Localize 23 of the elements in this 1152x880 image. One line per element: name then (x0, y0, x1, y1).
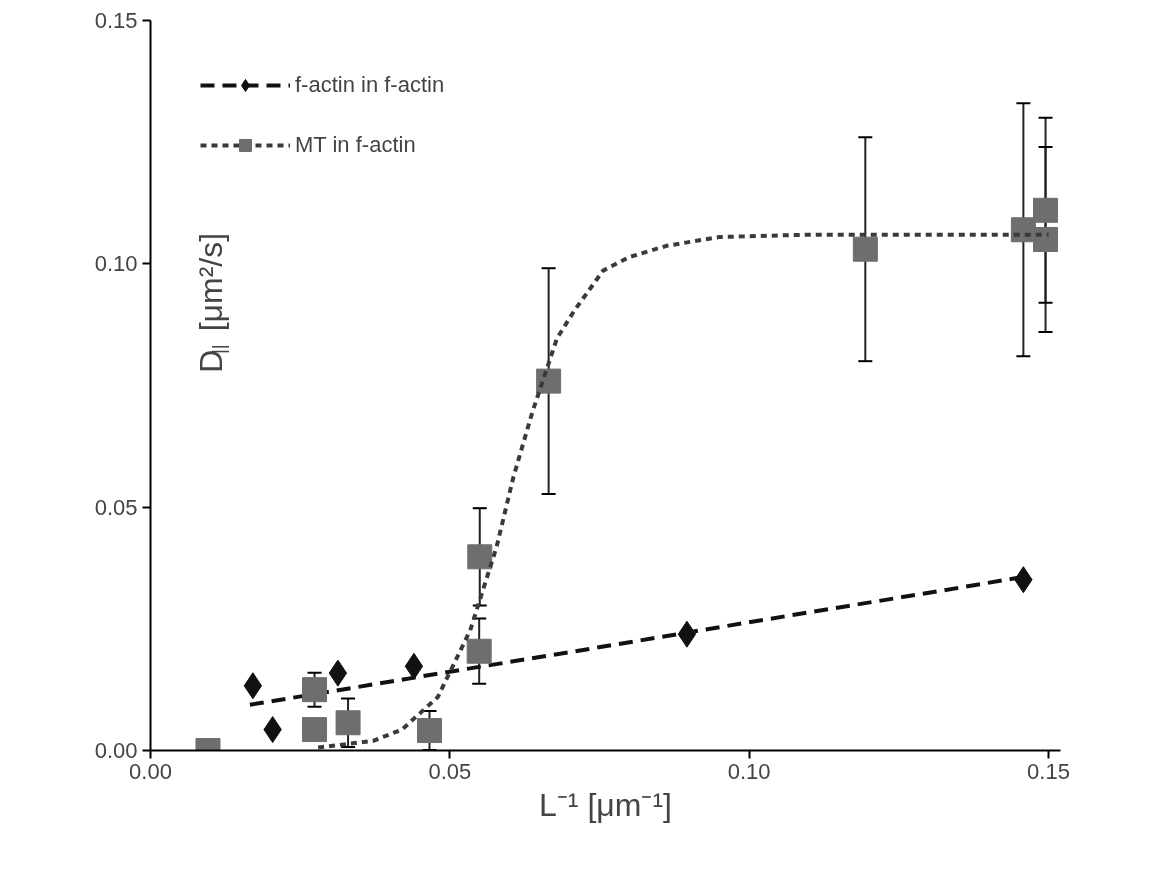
x-tick-label: 0.15 (1027, 758, 1070, 784)
point (852, 236, 878, 262)
point (328, 659, 348, 687)
x-axis-title: L⁻¹ [μm⁻¹] (539, 786, 672, 823)
y-tick-label: 0.05 (94, 494, 138, 520)
x-tick-label: 0.05 (428, 758, 472, 784)
point (302, 677, 328, 703)
y-tick-label: 0.15 (94, 8, 138, 33)
point (302, 717, 328, 743)
point (536, 368, 562, 394)
legend-label: MT in f-actin (295, 132, 416, 158)
point (466, 638, 492, 664)
y-tick-label: 0.10 (94, 251, 138, 277)
point (467, 544, 493, 570)
x-tick-label: 0.10 (727, 758, 771, 784)
point (335, 710, 361, 736)
point (1033, 227, 1059, 252)
point (243, 672, 263, 700)
point (404, 652, 424, 680)
point (416, 718, 442, 744)
y-axis-title: D|| [μm²/s] (192, 232, 229, 373)
legend-label: f-actin in f-actin (295, 72, 445, 98)
point (1033, 197, 1059, 223)
